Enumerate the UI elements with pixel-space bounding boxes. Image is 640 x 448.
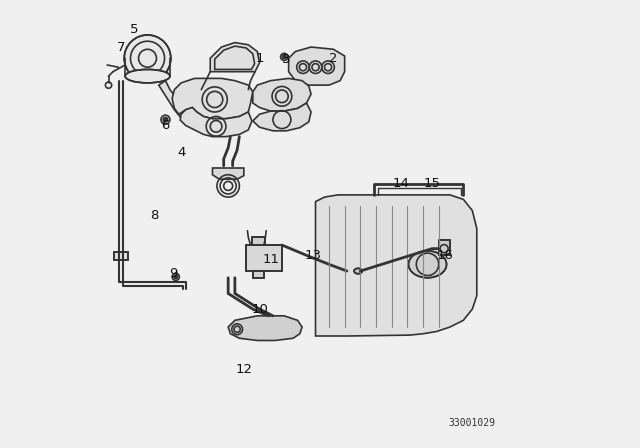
Text: 16: 16 bbox=[437, 249, 454, 262]
Text: 3: 3 bbox=[282, 52, 291, 66]
Circle shape bbox=[282, 55, 286, 59]
Text: 13: 13 bbox=[305, 249, 322, 262]
Text: 9: 9 bbox=[169, 267, 177, 280]
Polygon shape bbox=[212, 168, 244, 179]
Bar bbox=[439, 240, 450, 255]
Text: 1: 1 bbox=[255, 52, 264, 65]
Ellipse shape bbox=[408, 251, 447, 278]
Circle shape bbox=[124, 35, 171, 82]
Bar bbox=[246, 245, 282, 271]
Polygon shape bbox=[253, 78, 311, 111]
Text: 14: 14 bbox=[392, 177, 409, 190]
Text: 8: 8 bbox=[150, 208, 159, 222]
Polygon shape bbox=[316, 195, 477, 336]
Bar bbox=[439, 240, 450, 255]
Ellipse shape bbox=[125, 69, 170, 83]
Text: 11: 11 bbox=[262, 253, 279, 267]
Bar bbox=[252, 237, 266, 245]
Polygon shape bbox=[159, 81, 195, 125]
Polygon shape bbox=[210, 43, 260, 72]
Bar bbox=[246, 245, 282, 271]
Polygon shape bbox=[180, 108, 252, 137]
Circle shape bbox=[163, 117, 168, 122]
Ellipse shape bbox=[345, 270, 353, 275]
Text: 5: 5 bbox=[130, 22, 138, 36]
Polygon shape bbox=[253, 103, 311, 131]
Text: 6: 6 bbox=[161, 119, 170, 132]
Text: 2: 2 bbox=[329, 52, 338, 65]
Text: 7: 7 bbox=[116, 40, 125, 54]
Polygon shape bbox=[172, 78, 253, 119]
Text: 4: 4 bbox=[177, 146, 186, 159]
Text: 10: 10 bbox=[251, 302, 268, 316]
Bar bbox=[114, 252, 128, 260]
Text: 15: 15 bbox=[424, 177, 440, 190]
Bar bbox=[253, 271, 264, 278]
Bar bbox=[253, 271, 264, 278]
Circle shape bbox=[174, 275, 177, 279]
Text: 33001029: 33001029 bbox=[449, 418, 496, 428]
Bar bbox=[114, 252, 128, 260]
Polygon shape bbox=[228, 316, 302, 340]
Bar bbox=[252, 237, 266, 245]
Ellipse shape bbox=[354, 268, 362, 274]
Polygon shape bbox=[289, 47, 345, 85]
Text: 12: 12 bbox=[236, 363, 252, 376]
